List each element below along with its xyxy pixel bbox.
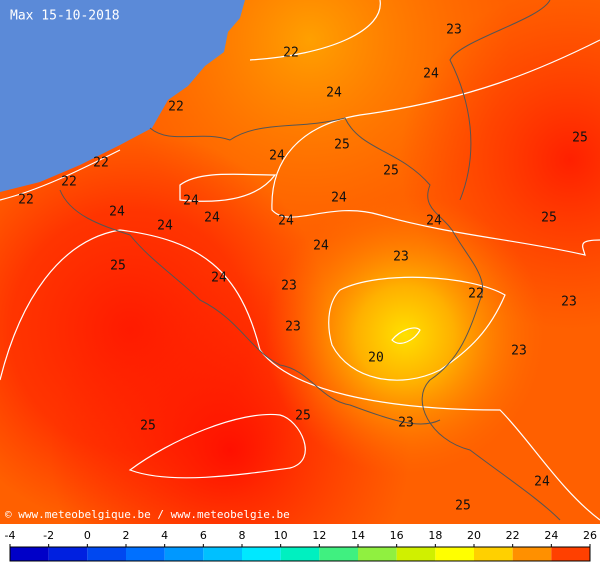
colorbar-tick-label: 16 [390, 529, 404, 542]
colorbar-segment [10, 547, 49, 561]
isoline-label: 24 [426, 214, 442, 229]
colorbar-tick-label: 18 [428, 529, 442, 542]
isoline-label: 22 [168, 100, 184, 115]
colorbar-tick-label: 2 [123, 529, 130, 542]
isoline-label: 24 [157, 219, 173, 234]
labels: 23 22 24 24 22 25 25 24 22 25 22 22 24 24 24 24 25 24 24 24… [18, 23, 588, 514]
isoline-label: 25 [572, 131, 588, 146]
colorbar-segment [48, 547, 88, 561]
isoline-label: 25 [110, 259, 126, 274]
colorbar-tick-label: 22 [506, 529, 520, 542]
isoline-label: 24 [204, 211, 220, 226]
colorbar-segment [242, 547, 281, 561]
isoline-label: 22 [468, 287, 484, 302]
isoline-label: 22 [283, 46, 299, 61]
isoline-label: 23 [446, 23, 462, 38]
isoline-label: 24 [313, 239, 329, 254]
borders [59, 0, 561, 521]
colorbar-segment [358, 547, 397, 561]
colorbar-tick-label: 0 [84, 529, 91, 542]
isoline-label: 23 [398, 416, 414, 431]
isolines [0, 0, 600, 521]
isoline-label: 24 [331, 191, 347, 206]
colorbar-tick-label: -2 [43, 529, 54, 542]
colorbar-tick-label: 6 [200, 529, 207, 542]
isoline-label: 24 [326, 86, 342, 101]
colorbar-segment [126, 547, 165, 561]
isoline-label: 25 [295, 409, 311, 424]
colorbar-tick-label: 8 [239, 529, 246, 542]
isoline-label: 24 [269, 149, 285, 164]
isoline-label: 22 [93, 156, 109, 171]
isoline-label: 23 [561, 295, 577, 310]
colorbar-frame [9, 546, 591, 562]
isoline-label: 25 [541, 211, 557, 226]
colorbar-segment [512, 547, 552, 561]
colorbar-segment [396, 547, 436, 561]
colorbar-segment [435, 547, 474, 561]
isoline-label: 25 [455, 499, 471, 514]
colorbar-tick-label: 10 [274, 529, 288, 542]
colorbar-tick-label: 12 [312, 529, 326, 542]
isoline-label: 20 [368, 351, 384, 366]
title: Max 15-10-2018 [10, 9, 120, 24]
colorbar-tick-label: 26 [583, 529, 597, 542]
colorbar-tick-label: 24 [544, 529, 558, 542]
colorbar-segment [474, 547, 513, 561]
colorbar-tick-label: 14 [351, 529, 365, 542]
isoline-label: 24 [423, 67, 439, 82]
isoline-label: 24 [109, 205, 125, 220]
isoline-label: 24 [211, 271, 227, 286]
isoline-label: 24 [534, 475, 550, 490]
colorbar-segment [164, 547, 204, 561]
credit: © www.meteobelgique.be / www.meteobelgie… [5, 508, 290, 521]
colorbar-segment [280, 547, 320, 561]
isoline-label: 23 [285, 320, 301, 335]
isoline-label: 23 [511, 344, 527, 359]
isoline-label: 22 [18, 193, 34, 208]
isoline-label: 25 [140, 419, 156, 434]
isoline-label: 25 [383, 164, 399, 179]
colorbar-tick-label: -4 [5, 529, 16, 542]
isoline-label: 25 [334, 138, 350, 153]
colorbar-segment [319, 547, 358, 561]
sea [0, 0, 245, 192]
isoline-label: 23 [393, 250, 409, 265]
colorbar-segment [551, 547, 590, 561]
colorbar-segment [203, 547, 242, 561]
colorbar-segment [87, 547, 126, 561]
isoline-label: 24 [183, 194, 199, 209]
colorbar: -4 -2 0 2 4 6 8 10 12 14 16 18 20 22 24 26 [5, 529, 597, 562]
isoline-label: 24 [278, 214, 294, 229]
colorbar-tick-label: 4 [161, 529, 168, 542]
isoline-label: 22 [61, 175, 77, 190]
isoline-label: 23 [281, 279, 297, 294]
colorbar-tick-label: 20 [467, 529, 481, 542]
